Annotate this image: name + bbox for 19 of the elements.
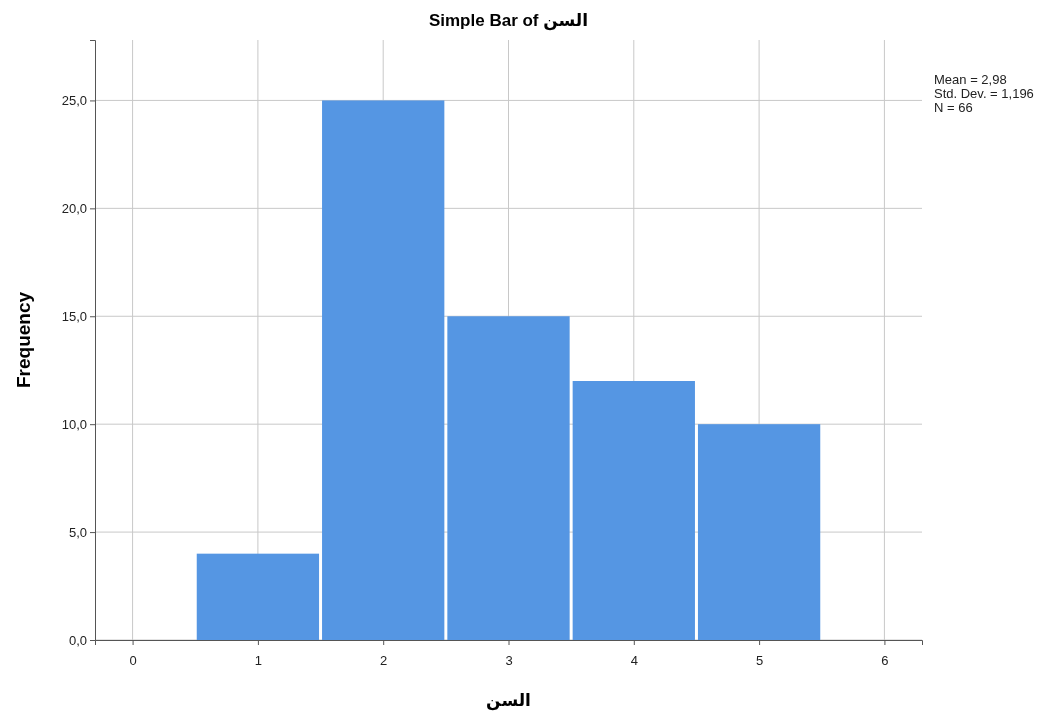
x-tick-label: 0: [129, 652, 137, 668]
x-tick-label: 2: [380, 652, 388, 668]
y-tick-label: 0,0: [68, 632, 87, 648]
x-tick-label: 4: [630, 652, 638, 668]
x-axis-title: السن: [486, 691, 531, 711]
y-tick-label: 25,0: [61, 93, 87, 109]
y-tick-label: 15,0: [61, 308, 87, 324]
chart-title: Simple Bar of السن: [428, 11, 589, 31]
x-tick-label: 5: [755, 652, 764, 668]
x-tick-label: 3: [505, 652, 513, 668]
x-tick-label: 6: [881, 652, 889, 668]
text: Mean = 2,98: [934, 72, 1007, 87]
y-tick-label: 5,0: [68, 524, 87, 540]
y-tick-label: 20,0: [61, 201, 87, 217]
text: N = 66: [934, 100, 973, 115]
text: Std. Dev. = 1,196: [934, 86, 1034, 101]
y-axis-title: Frequency: [13, 291, 34, 389]
x-tick-label: 1: [254, 652, 263, 668]
y-tick-label: 10,0: [61, 416, 87, 432]
